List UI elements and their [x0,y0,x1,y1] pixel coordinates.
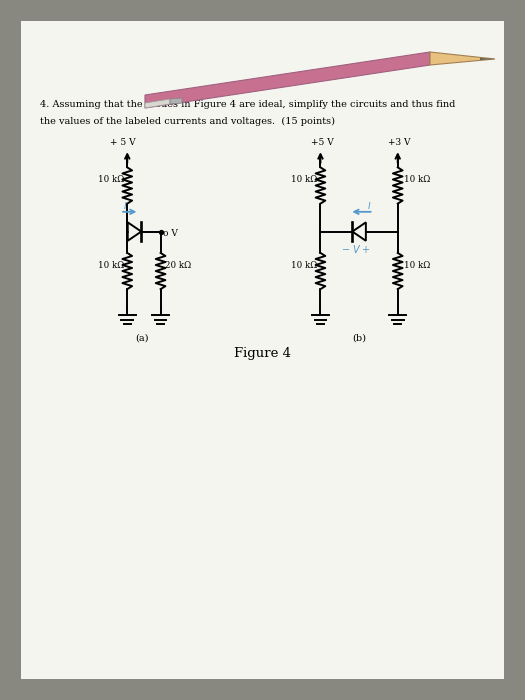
Text: I: I [368,202,371,211]
Polygon shape [145,52,430,108]
Text: +: + [362,244,370,255]
Polygon shape [145,99,170,108]
Text: 10 kΩ: 10 kΩ [98,175,124,184]
Polygon shape [170,98,182,104]
Text: o V: o V [163,228,178,237]
Polygon shape [430,52,495,65]
Text: (a): (a) [135,333,149,342]
Text: +3 V: +3 V [388,138,411,147]
Text: 10 kΩ: 10 kΩ [404,175,430,184]
Text: 4. Assuming that the diodes in Figure 4 are ideal, simplify the circuits and thu: 4. Assuming that the diodes in Figure 4 … [40,100,456,109]
Text: V: V [352,244,359,255]
Polygon shape [480,58,495,60]
Text: + 5 V: + 5 V [110,138,136,147]
Text: 10 kΩ: 10 kΩ [98,261,124,270]
Text: 10 kΩ: 10 kΩ [291,261,318,270]
Text: 10 kΩ: 10 kΩ [404,261,430,270]
Text: 10 kΩ: 10 kΩ [291,175,318,184]
Text: the values of the labeled currents and voltages.  (15 points): the values of the labeled currents and v… [40,116,335,125]
Text: +5 V: +5 V [311,138,333,147]
Text: (b): (b) [352,333,366,342]
Text: Figure 4: Figure 4 [234,346,291,360]
Text: I: I [124,202,127,211]
Text: −: − [342,244,350,255]
Text: 20 kΩ: 20 kΩ [165,261,192,270]
